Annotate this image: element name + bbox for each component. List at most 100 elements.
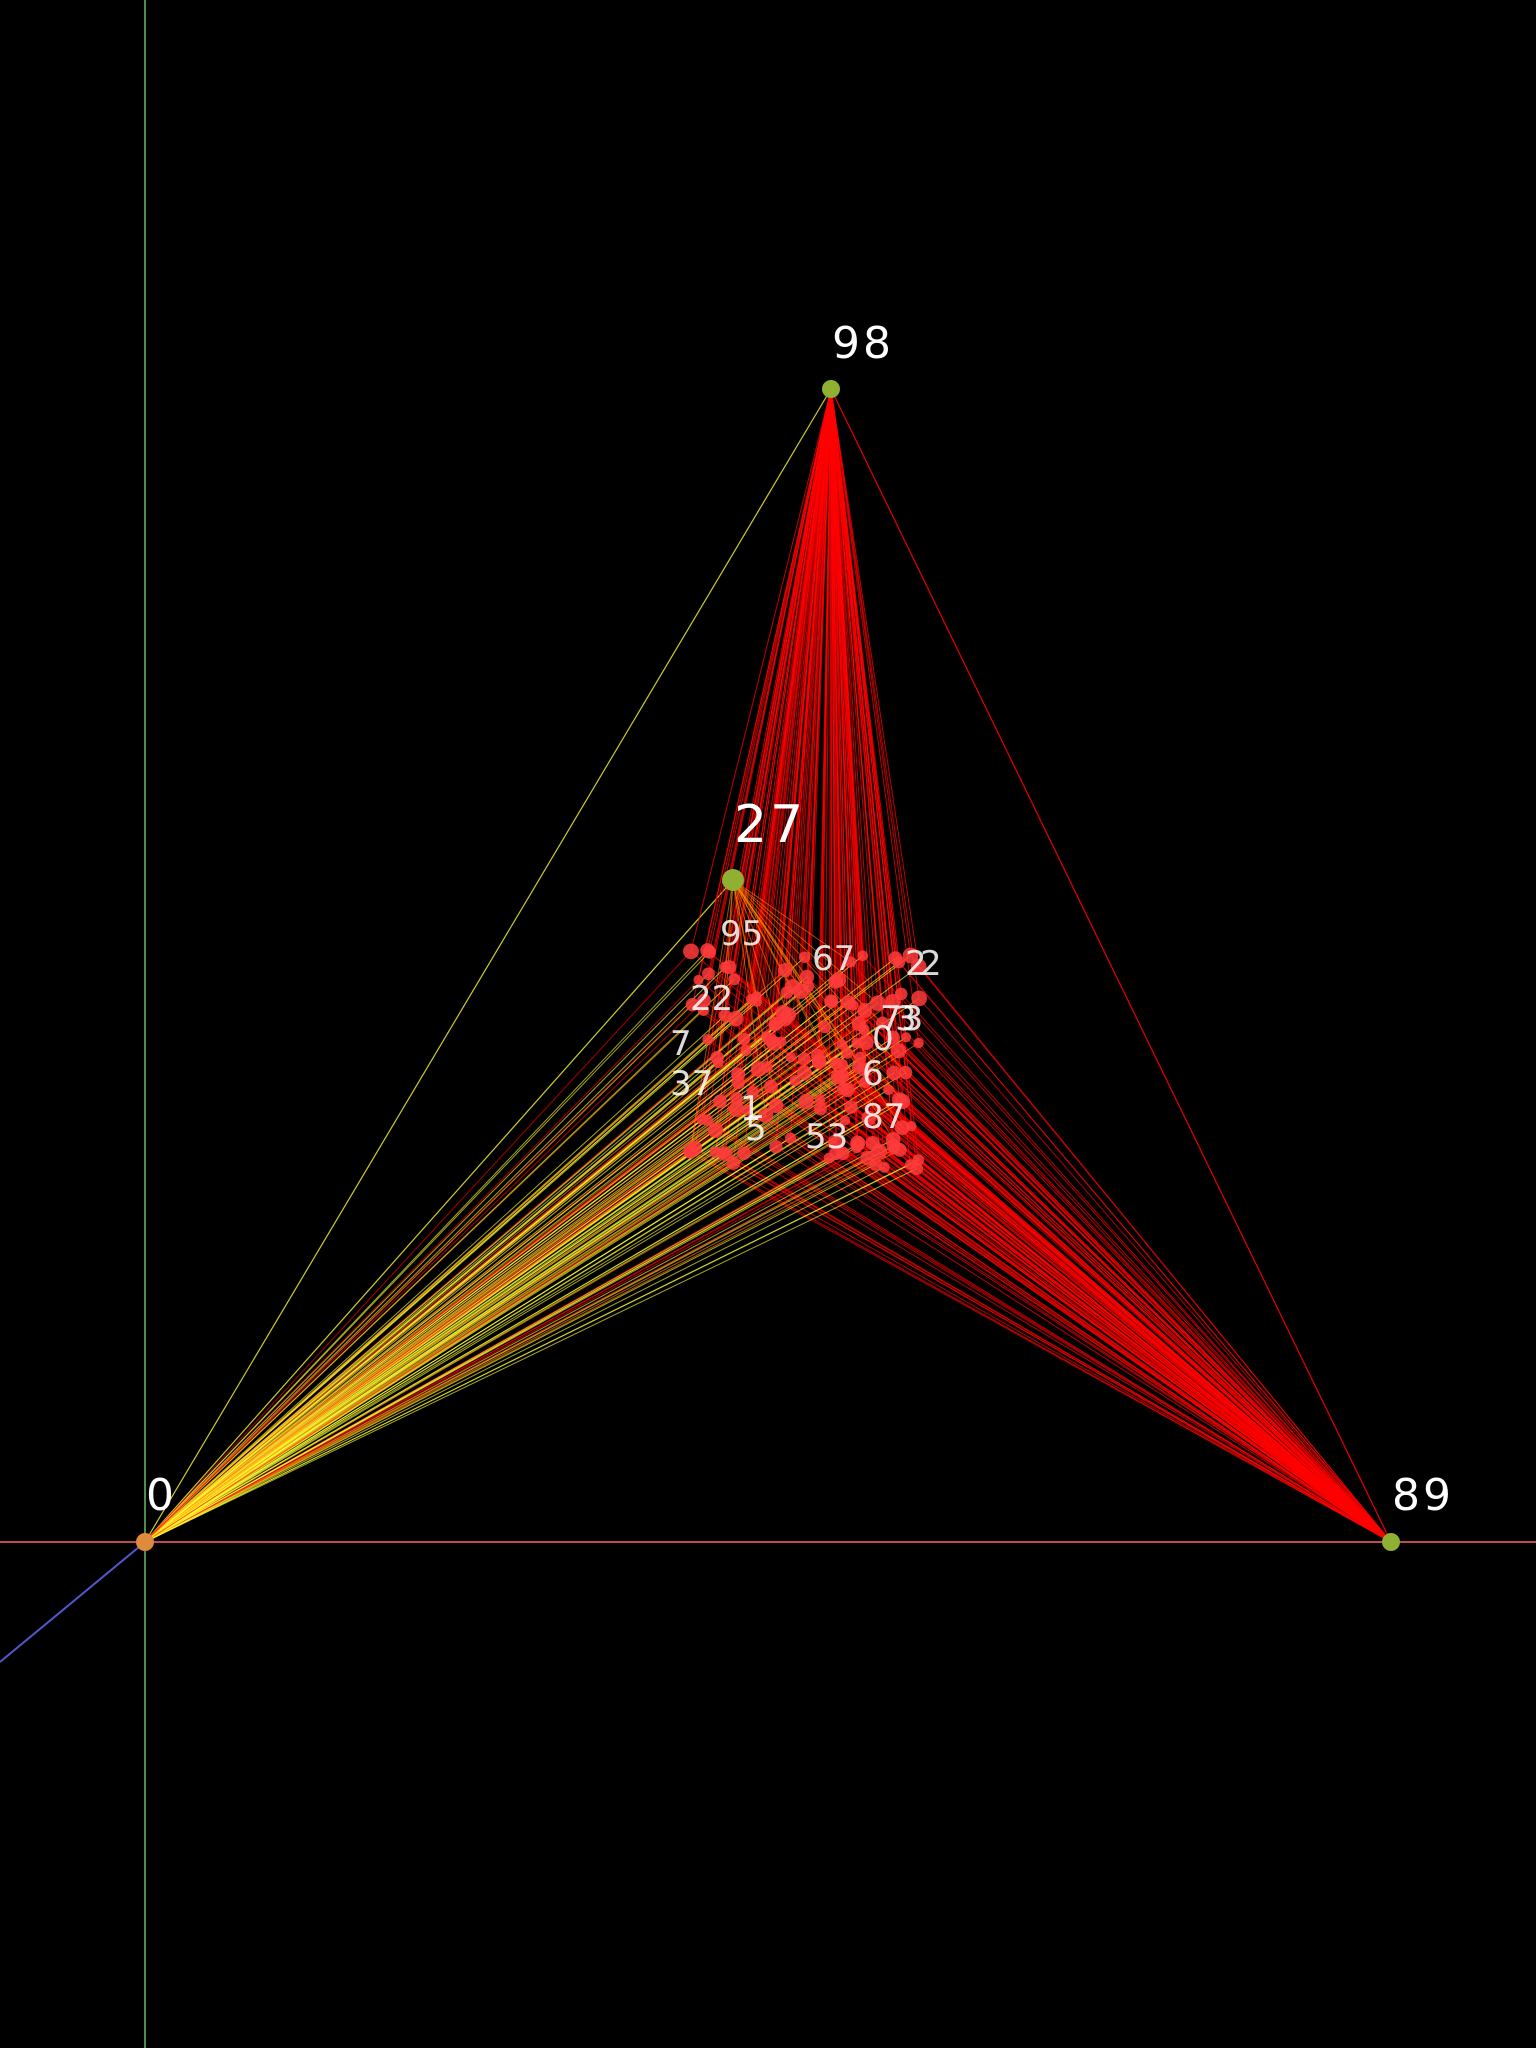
cluster-node[interactable]	[859, 1076, 872, 1089]
cluster-node[interactable]	[875, 1016, 890, 1030]
cluster-node[interactable]	[717, 1146, 733, 1162]
cluster-node[interactable]	[726, 1156, 741, 1170]
cluster-node[interactable]	[687, 1140, 703, 1156]
cluster-node[interactable]	[785, 1051, 796, 1063]
cluster-node[interactable]	[913, 1037, 924, 1049]
cluster-node[interactable]	[851, 1037, 863, 1049]
cluster-node[interactable]	[902, 947, 919, 964]
cluster-node[interactable]	[776, 1036, 787, 1047]
cluster-node[interactable]	[701, 1114, 714, 1126]
cluster-node[interactable]	[710, 1050, 724, 1065]
cluster-node[interactable]	[841, 1047, 854, 1059]
cluster-node[interactable]	[839, 1115, 851, 1126]
cluster-node[interactable]	[797, 1065, 812, 1080]
cluster-node[interactable]	[851, 1138, 865, 1152]
cluster-node[interactable]	[702, 945, 717, 959]
cluster-node[interactable]	[885, 1132, 901, 1147]
cluster-node[interactable]	[901, 1032, 912, 1043]
cluster-node[interactable]	[826, 995, 838, 1007]
cluster-node[interactable]	[906, 1121, 917, 1132]
cluster-node[interactable]	[730, 1092, 743, 1105]
cluster-node[interactable]	[883, 1084, 894, 1096]
cluster-node[interactable]	[789, 1074, 801, 1086]
cluster-node[interactable]	[741, 1104, 753, 1116]
cluster-node[interactable]	[702, 1033, 714, 1046]
cluster-node[interactable]	[856, 1062, 871, 1077]
cluster-node[interactable]	[768, 1020, 780, 1032]
cluster-node[interactable]	[814, 1094, 826, 1105]
cluster-node[interactable]	[840, 995, 856, 1010]
cluster-node[interactable]	[693, 974, 704, 986]
node-89[interactable]	[1382, 1533, 1400, 1551]
cluster-node[interactable]	[869, 1157, 883, 1171]
cluster-node[interactable]	[857, 950, 869, 962]
cluster-node[interactable]	[818, 1020, 832, 1034]
cluster-node[interactable]	[835, 1068, 850, 1084]
cluster-node[interactable]	[798, 1093, 814, 1110]
cluster-node[interactable]	[737, 1032, 751, 1046]
cluster-node[interactable]	[769, 1140, 783, 1154]
cluster-node[interactable]	[891, 1092, 907, 1108]
cluster-node[interactable]	[823, 1152, 835, 1164]
cluster-node[interactable]	[904, 1159, 916, 1170]
cluster-node[interactable]	[697, 1004, 710, 1016]
cluster-node[interactable]	[798, 1052, 811, 1066]
cluster-node[interactable]	[894, 1120, 910, 1136]
cluster-node[interactable]	[861, 1110, 877, 1126]
cluster-node[interactable]	[784, 1132, 796, 1144]
cluster-node[interactable]	[777, 1011, 793, 1027]
cluster-node[interactable]	[750, 1061, 767, 1078]
cluster-node[interactable]	[768, 1098, 784, 1114]
cluster-node[interactable]	[844, 1100, 858, 1114]
cluster-node[interactable]	[844, 956, 857, 968]
cluster-node[interactable]	[911, 990, 927, 1007]
cluster-node[interactable]	[830, 972, 846, 988]
cluster-node[interactable]	[869, 995, 886, 1012]
cluster-node[interactable]	[886, 1065, 902, 1081]
cluster-node[interactable]	[888, 1144, 899, 1155]
cluster-node[interactable]	[811, 1048, 825, 1063]
cluster-node[interactable]	[763, 1079, 778, 1094]
cluster-node[interactable]	[836, 1039, 847, 1050]
cluster-node[interactable]	[827, 1134, 843, 1150]
cluster-node[interactable]	[836, 1083, 850, 1096]
cluster-node[interactable]	[728, 1101, 745, 1117]
cluster-node[interactable]	[799, 969, 815, 985]
cluster-node[interactable]	[740, 1044, 752, 1057]
cluster-node[interactable]	[885, 1030, 900, 1045]
cluster-node[interactable]	[737, 1146, 751, 1161]
node-98[interactable]	[822, 380, 840, 398]
cluster-node[interactable]	[857, 1003, 873, 1019]
cluster-node[interactable]	[879, 1162, 890, 1173]
cluster-node[interactable]	[707, 1122, 724, 1138]
cluster-node[interactable]	[910, 958, 927, 975]
cluster-node[interactable]	[763, 1032, 777, 1047]
node-27[interactable]	[722, 869, 744, 891]
cluster-node[interactable]	[728, 973, 741, 986]
cluster-node[interactable]	[813, 1102, 828, 1116]
cluster-node[interactable]	[685, 997, 700, 1012]
cluster-node[interactable]	[731, 1076, 745, 1090]
cluster-node[interactable]	[858, 1034, 874, 1051]
cluster-node[interactable]	[702, 967, 715, 981]
cluster-node[interactable]	[785, 978, 801, 995]
cluster-node[interactable]	[854, 1051, 867, 1064]
cluster-node[interactable]	[888, 951, 903, 966]
cluster-node[interactable]	[798, 951, 811, 963]
cluster-node[interactable]	[758, 1107, 774, 1124]
cluster-node[interactable]	[722, 960, 737, 975]
cluster-node[interactable]	[894, 987, 908, 1001]
cluster-node[interactable]	[727, 1010, 744, 1027]
cluster-node[interactable]	[836, 1059, 848, 1071]
cluster-node[interactable]	[858, 1024, 870, 1036]
cluster-node[interactable]	[898, 1065, 913, 1080]
cluster-node[interactable]	[713, 1094, 727, 1109]
cluster-node[interactable]	[890, 1043, 907, 1059]
cluster-node[interactable]	[777, 962, 793, 978]
cluster-node[interactable]	[871, 1143, 888, 1160]
cluster-node[interactable]	[751, 996, 763, 1008]
cluster-node[interactable]	[697, 993, 711, 1008]
node-0[interactable]	[136, 1533, 154, 1551]
